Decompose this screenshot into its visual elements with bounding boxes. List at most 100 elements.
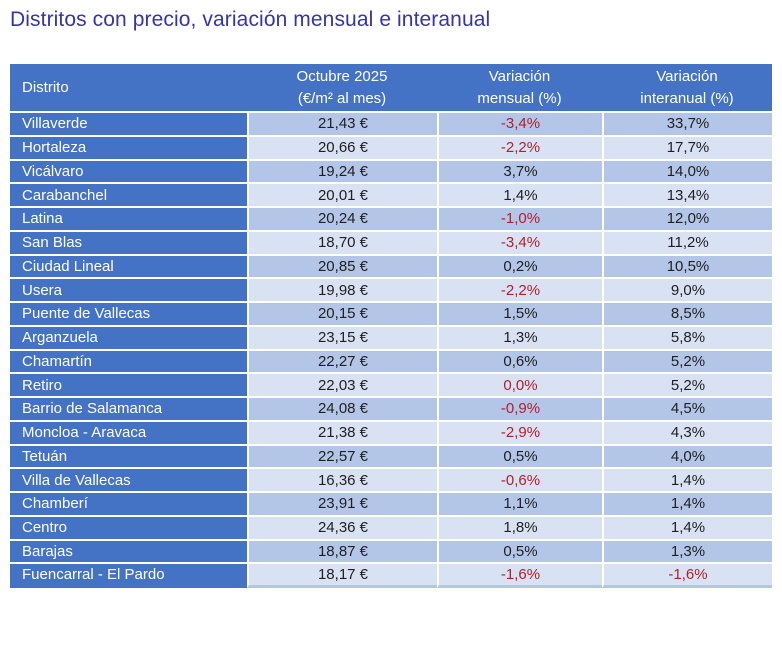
district-name-cell: Fuencarral - El Pardo [10,564,247,588]
price-cell: 21,43 € [247,113,437,137]
table-row: Vicálvaro 19,24 €3,7% 14,0% [10,160,772,185]
district-name-cell: Chamberí [10,493,247,517]
district-name-cell: San Blas [10,231,247,256]
yearly-variation-cell: 9,0% [602,279,772,303]
yearly-variation-cell: 33,7% [602,113,772,137]
table-row: Villaverde 21,43 € -3,4% 33,7% [10,113,772,137]
district-name-cell: Usera [10,279,247,303]
table-row: Latina 20,24 € -1,0% 12,0% [10,208,772,232]
monthly-variation-cell: -3,4% [437,113,602,137]
yearly-variation-cell: 1,4% [602,469,772,493]
table-row: Chamartín 22,27 €0,6% 5,2% [10,350,772,375]
table-row: Puente de Vallecas 20,15 €1,5% 8,5% [10,303,772,327]
yearly-variation-cell: 10,5% [602,255,772,280]
monthly-variation-cell: 0,5% [437,540,602,565]
district-name-cell: Moncloa - Aravaca [10,421,247,446]
price-cell: 19,24 € [247,160,437,185]
yearly-variation-cell: 5,2% [602,350,772,375]
monthly-variation-cell: -2,2% [437,279,602,303]
table-row: Centro 24,36 €1,8% 1,4% [10,516,772,541]
monthly-variation-cell: 1,3% [437,326,602,351]
price-cell: 23,15 € [247,326,437,351]
monthly-variation-cell: 1,8% [437,516,602,541]
yearly-variation-cell: 5,2% [602,374,772,398]
price-cell: 20,24 € [247,208,437,232]
table-row: Barrio de Salamanca 24,08 € -0,9% 4,5% [10,398,772,422]
table-row: Carabanchel 20,01 €1,4% 13,4% [10,184,772,208]
column-header-price: Octubre 2025 (€/m² al mes) [247,64,437,113]
price-cell: 24,36 € [247,516,437,541]
monthly-variation-cell: 0,0% [437,374,602,398]
price-cell: 19,98 € [247,279,437,303]
price-cell: 18,70 € [247,231,437,256]
district-name-cell: Puente de Vallecas [10,303,247,327]
table-row: Hortaleza 20,66 € -2,2% 17,7% [10,136,772,161]
price-cell: 24,08 € [247,398,437,422]
yearly-variation-cell: 4,5% [602,398,772,422]
district-name-cell: Centro [10,516,247,541]
table-body: Villaverde 21,43 € -3,4% 33,7% Hortaleza 20,6… [10,113,772,588]
district-name-cell: Latina [10,208,247,232]
district-name-cell: Retiro [10,374,247,398]
monthly-variation-cell: -0,6% [437,469,602,493]
yearly-variation-cell: 4,0% [602,445,772,470]
monthly-variation-cell: -1,6% [437,564,602,588]
column-header-monthly-variation: Variación mensual (%) [437,64,602,113]
district-name-cell: Carabanchel [10,184,247,208]
table-row: Fuencarral - El Pardo 18,17 € -1,6% -1,6% [10,564,772,588]
yearly-variation-cell: 14,0% [602,160,772,185]
monthly-variation-cell: -0,9% [437,398,602,422]
column-header-monthly-sublabel: mensual (%) [477,89,562,107]
district-name-cell: Villaverde [10,113,247,137]
monthly-variation-cell: -2,2% [437,136,602,161]
column-header-price-sublabel: (€/m² al mes) [297,89,387,107]
monthly-variation-cell: 1,4% [437,184,602,208]
price-cell: 20,85 € [247,255,437,280]
monthly-variation-cell: 0,2% [437,255,602,280]
price-cell: 18,87 € [247,540,437,565]
yearly-variation-cell: 4,3% [602,421,772,446]
district-name-cell: Chamartín [10,350,247,375]
yearly-variation-cell: 1,3% [602,540,772,565]
monthly-variation-cell: 3,7% [437,160,602,185]
district-name-cell: Ciudad Lineal [10,255,247,280]
column-header-yearly-variation: Variación interanual (%) [602,64,772,113]
table-row: Retiro 22,03 €0,0% 5,2% [10,374,772,398]
monthly-variation-cell: 0,5% [437,445,602,470]
district-name-cell: Hortaleza [10,136,247,161]
price-cell: 18,17 € [247,564,437,588]
price-cell: 20,01 € [247,184,437,208]
price-cell: 22,03 € [247,374,437,398]
price-cell: 21,38 € [247,421,437,446]
column-header-yearly-sublabel: interanual (%) [640,89,734,107]
yearly-variation-cell: 1,4% [602,493,772,517]
table-row: Chamberí 23,91 €1,1% 1,4% [10,493,772,517]
district-name-cell: Villa de Vallecas [10,469,247,493]
districts-table: Distrito Octubre 2025 (€/m² al mes) Vari… [10,64,772,588]
column-header-price-label: Octubre 2025 [296,67,388,85]
yearly-variation-cell: 5,8% [602,326,772,351]
monthly-variation-cell: 0,6% [437,350,602,375]
yearly-variation-cell: -1,6% [602,564,772,588]
column-header-district-label: Distrito [22,78,69,96]
district-name-cell: Barrio de Salamanca [10,398,247,422]
table-row: Villa de Vallecas 16,36 € -0,6% 1,4% [10,469,772,493]
yearly-variation-cell: 8,5% [602,303,772,327]
price-cell: 23,91 € [247,493,437,517]
yearly-variation-cell: 12,0% [602,208,772,232]
table-row: Barajas 18,87 €0,5% 1,3% [10,540,772,565]
table-row: Moncloa - Aravaca 21,38 € -2,9% 4,3% [10,421,772,446]
column-header-yearly-label: Variación [656,67,718,85]
district-name-cell: Arganzuela [10,326,247,351]
monthly-variation-cell: -1,0% [437,208,602,232]
price-cell: 20,15 € [247,303,437,327]
table-header: Distrito Octubre 2025 (€/m² al mes) Vari… [10,64,772,113]
table-row: San Blas 18,70 € -3,4% 11,2% [10,231,772,256]
column-header-monthly-label: Variación [488,67,551,85]
price-cell: 22,57 € [247,445,437,470]
district-name-cell: Tetuán [10,445,247,470]
table-row: Ciudad Lineal 20,85 €0,2% 10,5% [10,255,772,280]
page-title: Distritos con precio, variación mensual … [10,8,491,31]
district-name-cell: Barajas [10,540,247,565]
